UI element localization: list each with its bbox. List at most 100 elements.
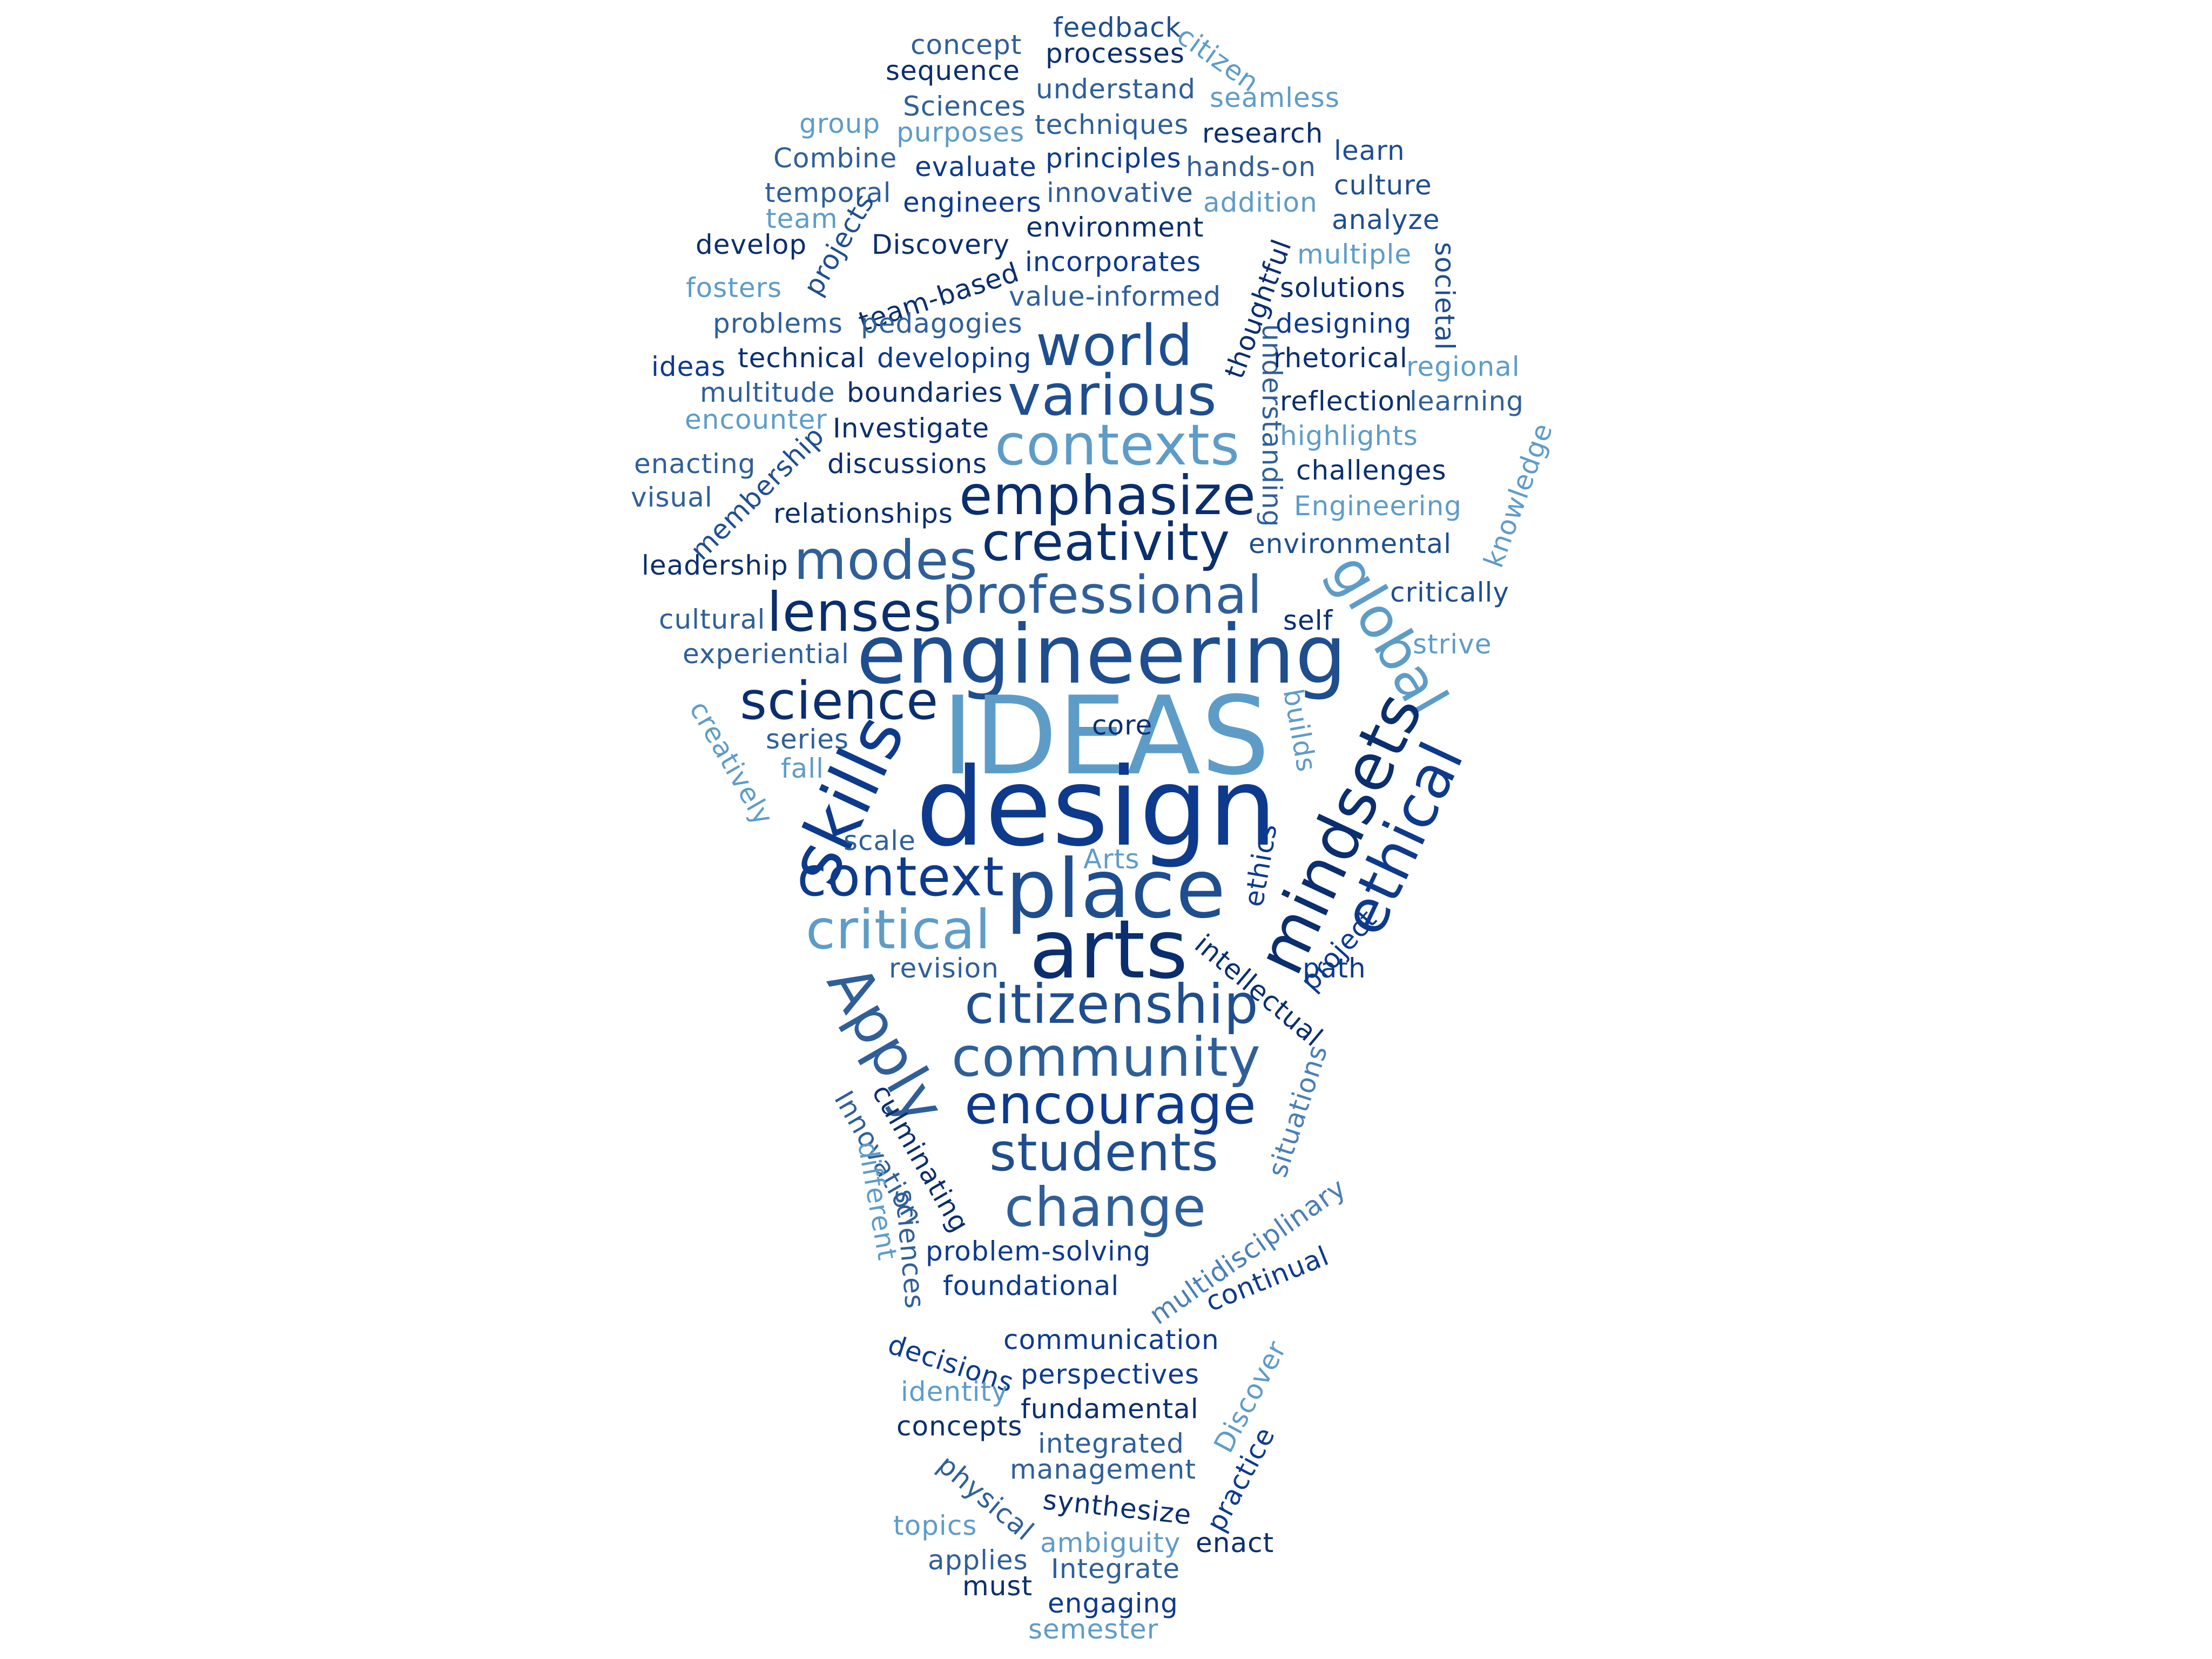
word: revision xyxy=(889,953,999,984)
word: knowledge xyxy=(1478,419,1559,572)
word: concepts xyxy=(896,1411,1023,1442)
word: purposes xyxy=(896,117,1025,148)
word: citizenship xyxy=(965,973,1259,1036)
word: learning xyxy=(1410,386,1524,417)
word: perspectives xyxy=(1021,1359,1199,1390)
word: visual xyxy=(631,482,713,513)
word: community xyxy=(952,1026,1261,1089)
word: regional xyxy=(1406,351,1520,382)
word: Engineering xyxy=(1294,490,1462,522)
word: engaging xyxy=(1048,1588,1178,1619)
word: temporal xyxy=(765,177,892,208)
word: core xyxy=(1092,710,1153,741)
word: boundaries xyxy=(847,377,1003,408)
word: principles xyxy=(1046,143,1182,174)
word: engineering xyxy=(857,608,1347,702)
word: must xyxy=(962,1570,1033,1602)
word: value-informed xyxy=(1009,281,1222,312)
word: addition xyxy=(1203,187,1318,218)
word: ideas xyxy=(651,351,726,382)
word: develop xyxy=(696,229,807,260)
word: problems xyxy=(713,308,843,339)
word: Integrate xyxy=(1051,1553,1181,1584)
word: change xyxy=(1004,1176,1207,1239)
word: Arts xyxy=(1083,844,1140,875)
word: learn xyxy=(1334,135,1405,166)
word: fall xyxy=(781,753,825,784)
word: solutions xyxy=(1280,272,1406,304)
word: experiential xyxy=(683,638,849,670)
word: contexts xyxy=(995,412,1240,478)
word: modes xyxy=(794,529,978,592)
word: incorporates xyxy=(1025,246,1202,278)
word: hands-on xyxy=(1186,151,1317,183)
word: world xyxy=(1036,313,1193,379)
word: context xyxy=(797,845,1004,908)
word: research xyxy=(1202,118,1324,149)
word: developing xyxy=(877,342,1032,374)
word: multitude xyxy=(700,377,835,408)
word: self xyxy=(1283,605,1333,636)
word: environment xyxy=(1026,212,1204,243)
word: feedback xyxy=(1053,12,1182,43)
word: emphasize xyxy=(959,464,1256,527)
word: enacting xyxy=(634,448,756,480)
word: relationships xyxy=(773,498,953,529)
word: critical xyxy=(806,898,991,961)
word: technical xyxy=(738,342,866,374)
word: series xyxy=(766,724,849,755)
word: problem-solving xyxy=(926,1236,1151,1267)
word: communication xyxy=(1003,1324,1219,1355)
word: arts xyxy=(1029,903,1189,997)
word: processes xyxy=(1046,38,1185,69)
word: identity xyxy=(901,1376,1008,1407)
word: synthesize xyxy=(1041,1484,1193,1531)
word: challenges xyxy=(1296,455,1447,486)
word: management xyxy=(1010,1454,1196,1485)
word: professional xyxy=(942,565,1263,625)
word: Discovery xyxy=(872,229,1010,260)
word: societal xyxy=(1429,242,1460,350)
word: pedagogies xyxy=(861,308,1023,339)
word: multiple xyxy=(1297,239,1412,270)
word: Combine xyxy=(773,143,898,174)
word: analyze xyxy=(1332,204,1440,235)
word: scale xyxy=(844,825,916,857)
word: Investigate xyxy=(833,413,990,444)
word: creativity xyxy=(982,512,1231,572)
word: engineers xyxy=(903,187,1042,218)
word: fosters xyxy=(686,272,783,304)
word: group xyxy=(799,108,881,139)
word: path xyxy=(1303,953,1366,984)
word: lenses xyxy=(767,581,942,644)
word: strive xyxy=(1413,629,1492,660)
word: innovative xyxy=(1047,177,1193,208)
word: situations xyxy=(1262,1041,1334,1181)
word: understand xyxy=(1036,73,1196,105)
word: students xyxy=(989,1122,1219,1183)
word: leadership xyxy=(642,550,788,581)
word: highlights xyxy=(1280,420,1418,451)
word: applies xyxy=(928,1545,1028,1576)
word: topics xyxy=(893,1510,977,1541)
word: cultural xyxy=(659,604,766,635)
word: discussions xyxy=(827,448,988,480)
word: evaluate xyxy=(915,151,1037,183)
word: designing xyxy=(1276,308,1412,339)
word: enact xyxy=(1196,1527,1274,1559)
word: foundational xyxy=(943,1270,1120,1301)
word: design xyxy=(916,745,1278,871)
word: seamless xyxy=(1210,82,1340,113)
word: Sciences xyxy=(903,91,1026,122)
word: techniques xyxy=(1035,109,1189,140)
word: encounter xyxy=(685,404,827,435)
word: fundamental xyxy=(1021,1393,1199,1425)
word: reflection xyxy=(1280,386,1413,417)
word: culture xyxy=(1334,170,1432,201)
word: integrated xyxy=(1038,1428,1184,1459)
word: encourage xyxy=(965,1073,1257,1136)
word: various xyxy=(1008,362,1217,428)
word: concept xyxy=(911,29,1022,60)
word: critically xyxy=(1390,577,1509,608)
